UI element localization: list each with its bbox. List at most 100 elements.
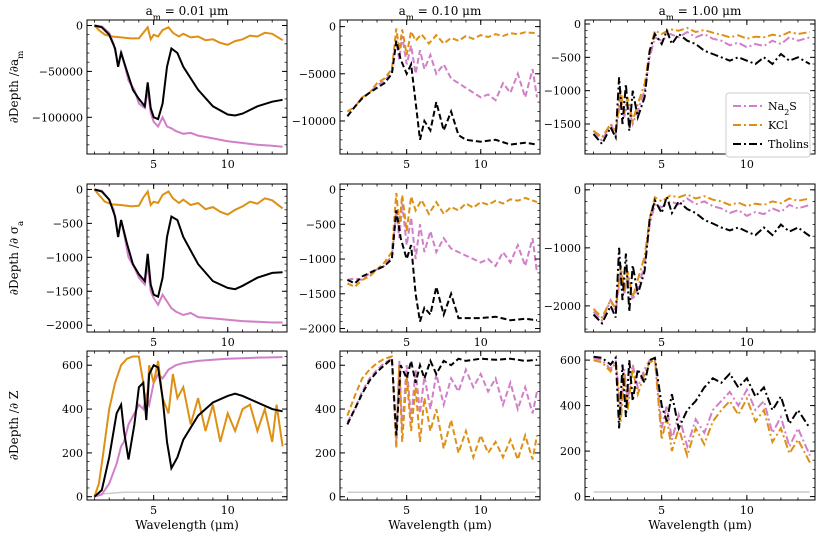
series-tholins-line (592, 193, 811, 326)
series-kcl-line (346, 192, 538, 288)
y-tick-label: 0 (76, 491, 83, 504)
plot-frame (86, 350, 288, 501)
y-tick-label: 400 (315, 403, 336, 416)
y-tick-label: −500 (551, 51, 581, 64)
panel-r0c1: 5 10 0 −5000 −10000 am = 0.10 μm (292, 4, 541, 171)
y-tick-label: −1500 (46, 285, 83, 298)
series-tholins-line (592, 27, 811, 146)
y-tick-label: 600 (560, 354, 581, 367)
series-na2s-line (94, 24, 283, 148)
y-tick-label: −1000 (299, 253, 336, 266)
series-kcl-line (346, 355, 538, 463)
x-tick-label: 5 (403, 336, 410, 349)
x-axis-label: Wavelength (μm) (135, 518, 239, 532)
y-tick-label: −2000 (46, 319, 83, 332)
x-tick-label: 10 (221, 158, 235, 171)
series-kcl-line (93, 188, 284, 216)
y-tick-label: 400 (62, 403, 83, 416)
x-tick-label: 5 (403, 158, 410, 171)
x-tick-label: 10 (740, 336, 754, 349)
x-tick-label: 10 (740, 504, 754, 517)
y-tick-label: 0 (329, 491, 336, 504)
y-tick-label: −50000 (39, 65, 83, 78)
x-tick-label: 10 (740, 158, 754, 171)
y-axis-label: ∂Depth /∂ σa (7, 221, 26, 295)
plot-frame (339, 19, 541, 155)
y-tick-label: 0 (329, 184, 336, 197)
series-na2s-line (593, 356, 811, 456)
plot-frame (86, 183, 288, 333)
series-kcl-line (592, 26, 811, 139)
x-tick-label: 5 (658, 504, 665, 517)
legend-label-na2s: Na2S (768, 100, 797, 117)
panel-r0c0: 5 10 0 −50000 −100000 am = 0.01 μm ∂Depth /∂am (7, 4, 288, 171)
x-tick-label: 10 (221, 504, 235, 517)
y-tick-label: 0 (329, 21, 336, 34)
y-tick-label: 0 (76, 20, 83, 33)
legend-label-tholins: Tholins (768, 138, 809, 151)
series-baseline-line (94, 491, 283, 496)
panel-r1c0: 5 10 0 −500 −1000 −1500 −2000 ∂Depth /∂ σa (7, 183, 288, 349)
legend-box (725, 92, 811, 158)
series-na2s-line (94, 188, 283, 324)
x-tick-label: 5 (150, 336, 157, 349)
y-tick-label: −2000 (544, 300, 581, 313)
y-tick-label: 0 (574, 18, 581, 31)
y-tick-label: −100000 (32, 111, 83, 124)
series-kcl-line (93, 355, 284, 498)
plot-frame (339, 350, 541, 501)
series-tholins-line (94, 188, 283, 299)
panel-r2c1: 5 10 0 200 400 600 Wavelength (μm) (315, 350, 541, 532)
x-axis-label: Wavelength (μm) (648, 518, 752, 532)
y-tick-label: −500 (306, 218, 336, 231)
y-tick-label: 400 (560, 400, 581, 413)
y-tick-label: 200 (560, 445, 581, 458)
plot-frame (584, 350, 816, 501)
y-tick-label: −5000 (299, 68, 336, 81)
legend-label-kcl: KCl (768, 119, 788, 132)
y-axis-label: ∂Depth /∂am (7, 51, 26, 124)
y-tick-label: −1000 (544, 242, 581, 255)
series-tholins-line (93, 363, 283, 498)
panel-r0c2: 5 10 0 −500 −1000 −1500 am = 1.00 μm Na2S KCl Tho… (544, 4, 816, 171)
series-na2s-line (346, 357, 538, 442)
series-kcl-line (93, 24, 284, 46)
panel-r1c2: 5 10 0 −1000 −2000 (544, 183, 816, 349)
column-title: am = 0.10 μm (399, 4, 482, 23)
y-tick-label: −1500 (544, 118, 581, 131)
legend: Na2S KCl Tholins (725, 92, 811, 158)
series-tholins-line (94, 24, 283, 121)
series-na2s-line (347, 203, 538, 281)
plot-frame (584, 19, 816, 155)
x-tick-label: 5 (658, 336, 665, 349)
y-tick-label: 0 (574, 491, 581, 504)
panel-r1c1: 5 10 0 −500 −1000 −1500 −2000 (299, 183, 541, 349)
x-tick-label: 5 (658, 158, 665, 171)
y-tick-label: 0 (574, 184, 581, 197)
series-tholins-line (346, 40, 538, 146)
column-title: am = 1.00 μm (659, 4, 742, 23)
y-tick-label: −2000 (299, 323, 336, 336)
series-kcl-line (346, 28, 538, 113)
plot-frame (584, 183, 816, 333)
plot-frame (339, 183, 541, 333)
x-tick-label: 10 (474, 504, 488, 517)
panel-r2c0: 5 10 0 200 400 600 ∂Depth /∂ Z Wavelength (μm) (7, 350, 288, 532)
y-tick-label: −500 (53, 217, 83, 230)
y-tick-label: −10000 (292, 115, 336, 128)
y-tick-label: 600 (62, 359, 83, 372)
y-tick-label: 600 (315, 359, 336, 372)
x-tick-label: 5 (150, 158, 157, 171)
x-tick-label: 5 (150, 504, 157, 517)
x-axis-label: Wavelength (μm) (388, 518, 492, 532)
x-tick-label: 10 (474, 158, 488, 171)
x-tick-label: 5 (403, 504, 410, 517)
series-tholins-line (346, 210, 538, 322)
y-tick-label: 0 (76, 183, 83, 196)
series-na2s-line (346, 35, 538, 117)
x-tick-label: 10 (221, 336, 235, 349)
y-tick-label: 200 (62, 447, 83, 460)
plot-frame (86, 19, 288, 155)
y-tick-label: −1000 (46, 251, 83, 264)
